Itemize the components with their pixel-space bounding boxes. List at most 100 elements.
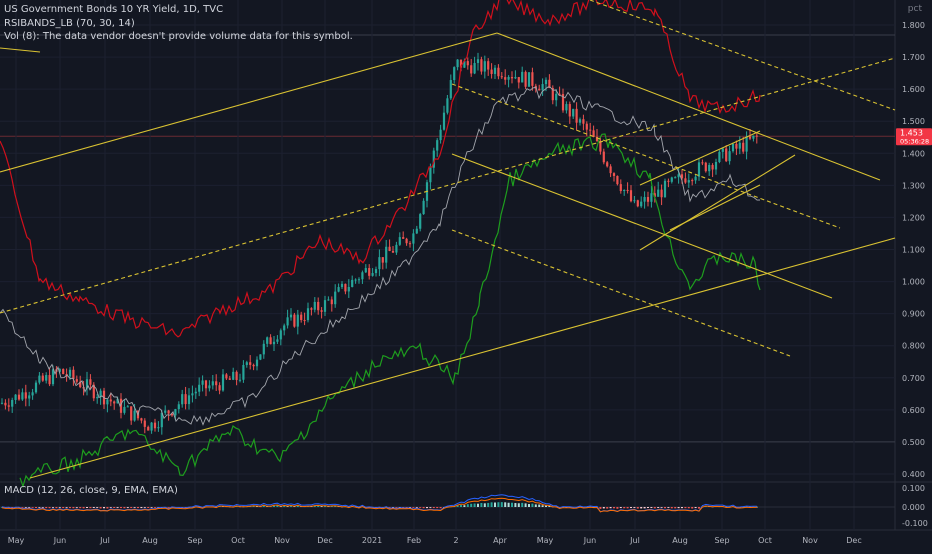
macd-histogram-bar (429, 507, 432, 508)
candle-body (609, 166, 612, 174)
macd-histogram-bar (494, 502, 496, 507)
candle-body (79, 381, 82, 388)
candle-body (126, 406, 129, 408)
candle-body (490, 69, 493, 74)
macd-histogram-bar (72, 507, 75, 509)
candle-body (330, 299, 333, 305)
candle-body (228, 378, 231, 380)
macd-legend[interactable]: MACD (12, 26, close, 9, EMA, EMA) (4, 485, 180, 496)
macd-histogram-bar (463, 505, 466, 507)
candle-body (317, 301, 320, 311)
macd-histogram-bar (470, 503, 473, 507)
candle-body (643, 197, 646, 202)
candle-body (194, 391, 197, 394)
candle-body (497, 67, 500, 77)
macd-title: MACD (12, 26, close, 9, EMA, EMA) (4, 485, 178, 496)
candle-body (721, 148, 724, 152)
candle-body (385, 246, 388, 263)
volume-legend[interactable]: Vol (8): The data vendor doesn't provide… (4, 31, 355, 42)
macd-histogram-bar (89, 507, 92, 509)
candle-body (99, 390, 102, 398)
macd-histogram-bar (21, 507, 24, 508)
macd-histogram-bar (545, 505, 547, 507)
wedge-lower-line (669, 184, 761, 231)
candle-body (691, 180, 694, 182)
candle-body (504, 77, 507, 80)
rsi-band-line (19, 133, 761, 489)
candle-body (68, 369, 72, 377)
macd-histogram-bar (143, 507, 146, 508)
candle-body (395, 244, 398, 253)
macd-histogram-bar (320, 505, 323, 507)
macd-histogram-bar (45, 507, 48, 509)
candle-body (381, 257, 384, 263)
candle-body (429, 167, 432, 183)
trendlines[interactable] (0, 0, 896, 479)
price-tick-label: 1.400 (902, 149, 925, 158)
candle-body (432, 150, 435, 168)
candle-body (181, 394, 184, 405)
candle-body (323, 300, 327, 312)
candle-body (701, 162, 704, 164)
candle-body (109, 399, 112, 402)
fork-upper-line (496, 32, 881, 181)
candle-body (170, 413, 174, 416)
macd-histogram-bar (82, 507, 85, 509)
volume-title: Vol (8): The data vendor doesn't provide… (4, 31, 353, 42)
candle-body (198, 384, 201, 392)
price-tick-label: 1.100 (902, 246, 925, 255)
candle-body (286, 317, 289, 326)
candle-body (38, 375, 41, 383)
candle-body (405, 238, 408, 244)
candle-body (500, 76, 503, 78)
candle-body (347, 286, 350, 292)
time-tick-label: Jun (53, 536, 67, 545)
macd-histogram-bar (616, 507, 619, 509)
candle-body (48, 375, 51, 385)
axes: 1.800 1.700 1.600 1.500 1.400 1.300 1.200 1.100… (8, 21, 928, 545)
macd-histogram-bar (599, 507, 602, 509)
macd-histogram-bar (606, 507, 609, 509)
candle-body (487, 61, 490, 70)
candle-body (300, 314, 303, 321)
macd-histogram-bar (330, 505, 333, 507)
macd-histogram-bar (623, 507, 626, 509)
symbol-legend[interactable]: US Government Bonds 10 YR Yield, 1D, TVC (4, 4, 225, 15)
macd-histogram-bar (276, 505, 279, 507)
candle-body (208, 385, 211, 389)
macd-histogram-bar (674, 507, 677, 509)
fork-median-line (451, 153, 833, 299)
candle-body (657, 189, 660, 197)
candle-body (58, 369, 61, 372)
macd-histogram-bar (677, 507, 680, 509)
macd-histogram-bar (483, 503, 486, 507)
candle-body (113, 401, 116, 404)
candle-body (735, 143, 738, 149)
candle-body (742, 142, 745, 152)
candle-body (629, 190, 633, 202)
macd-histogram-bar (521, 502, 524, 507)
candle-body (548, 79, 551, 88)
time-tick-label: Aug (142, 536, 158, 545)
candle-body (711, 164, 714, 170)
macd-histogram-bar (313, 505, 316, 507)
candle-body (640, 201, 643, 207)
candle-body (368, 268, 371, 276)
candle-body (41, 375, 44, 381)
candle-body (371, 273, 374, 276)
macd-histogram-bar (99, 507, 102, 509)
candle-body (174, 409, 177, 416)
macd-histogram-bar (11, 507, 14, 508)
candle-body (398, 237, 401, 245)
price-tick-label: 1.700 (902, 53, 925, 62)
candle-body (521, 71, 524, 83)
macd-histogram-bar (137, 507, 139, 509)
rsi-legend[interactable]: RSIBANDS_LB (70, 30, 14) (4, 18, 137, 29)
rsi-series (0, 0, 761, 489)
candle-body (694, 176, 697, 181)
channel-upper-line (0, 32, 498, 173)
candle-body (201, 380, 204, 385)
